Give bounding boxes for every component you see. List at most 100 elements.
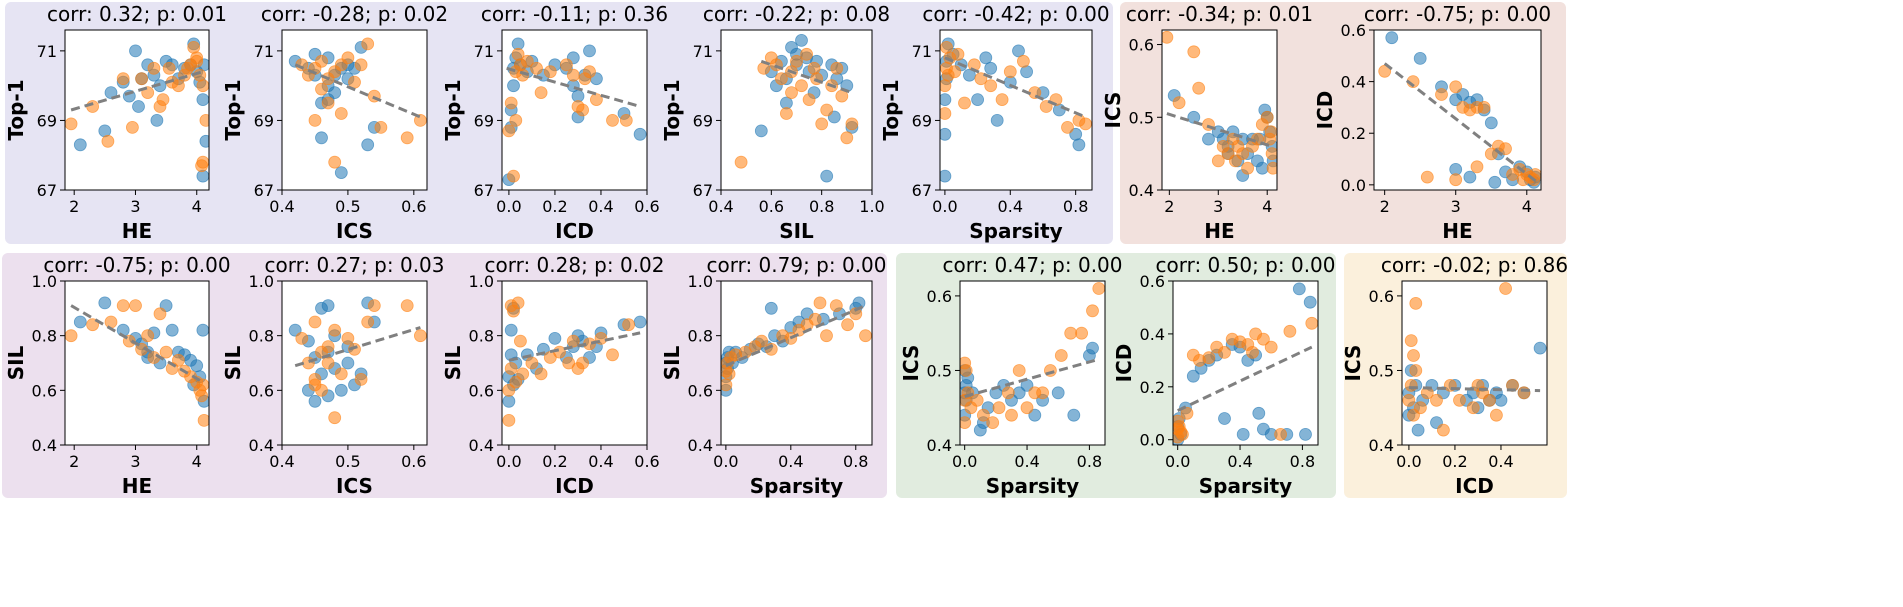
point-orange	[507, 169, 520, 183]
point-blue	[98, 296, 112, 310]
chart-title: corr: 0.50; p: 0.00	[1155, 253, 1335, 277]
y-tick-label: 0.4	[469, 436, 494, 455]
point-orange	[566, 334, 580, 348]
point-orange	[755, 334, 768, 348]
point-orange	[1404, 378, 1418, 392]
x-tick-label: 0.6	[401, 452, 426, 471]
point-orange	[514, 334, 527, 348]
data-points	[1378, 31, 1541, 189]
data-points	[960, 282, 1105, 437]
point-blue	[1413, 52, 1427, 65]
point-orange	[156, 93, 170, 106]
point-blue	[1494, 393, 1508, 407]
point-orange	[722, 367, 736, 381]
y-tick-label: 0.6	[927, 287, 952, 306]
plot-area	[1402, 281, 1547, 445]
point-orange	[354, 372, 368, 386]
point-orange	[1092, 282, 1105, 295]
y-tick-label: 67	[912, 181, 932, 200]
chart-title: corr: 0.32; p: 0.01	[47, 2, 227, 26]
point-orange	[1229, 154, 1242, 168]
point-orange	[190, 54, 204, 68]
y-tick-label: 0.6	[1129, 36, 1154, 55]
point-orange	[504, 362, 518, 375]
point-orange	[65, 117, 78, 131]
point-orange	[734, 155, 748, 169]
y-tick-label: 0.8	[32, 327, 57, 346]
plot-area	[721, 281, 872, 445]
point-orange	[86, 318, 99, 332]
y-tick-label: 1.0	[688, 272, 713, 291]
point-orange	[374, 121, 388, 134]
data-points	[1162, 30, 1277, 182]
chart-3: 0.0 0.2 0.4 0.6 67 69 71 corr: -0.11; p: 0.36 IC…	[441, 2, 668, 243]
data-points	[288, 37, 427, 180]
point-blue	[196, 323, 209, 337]
point-orange	[125, 121, 139, 134]
x-tick-label: 0.4	[588, 197, 613, 216]
point-orange	[413, 114, 427, 127]
point-orange	[1435, 88, 1448, 101]
trend-line	[1177, 345, 1313, 412]
y-axis-label: ICD	[1313, 91, 1337, 130]
point-orange	[795, 79, 808, 93]
axes-frame	[501, 29, 648, 191]
point-orange	[516, 367, 530, 381]
point-orange	[1005, 408, 1018, 422]
point-orange	[859, 329, 872, 343]
y-tick-label: 0.5	[1369, 361, 1394, 380]
point-blue	[820, 169, 834, 183]
data-points	[734, 34, 859, 183]
point-blue	[199, 134, 209, 148]
point-orange	[622, 318, 635, 332]
point-orange	[328, 323, 342, 337]
point-orange	[1036, 386, 1049, 400]
chart-title: corr: -0.34; p: 0.01	[1126, 2, 1313, 26]
point-orange	[951, 47, 965, 61]
y-tick-label: 0.4	[249, 436, 274, 455]
trend-line	[294, 326, 421, 368]
y-axis-label: Top-1	[660, 79, 684, 140]
x-tick-label: 2	[1380, 197, 1390, 216]
point-orange	[1449, 173, 1463, 187]
y-tick-label: 0.8	[249, 327, 274, 346]
y-tick-label: 67	[693, 181, 713, 200]
chart-6: 2 3 4 0.4 0.5 0.6 corr: -0.34; p: 0.01 HE ICS	[1101, 2, 1313, 243]
point-orange	[1079, 117, 1092, 131]
point-orange	[321, 356, 335, 370]
point-blue	[984, 61, 998, 75]
point-orange	[562, 356, 576, 370]
point-orange	[940, 107, 952, 120]
point-orange	[1407, 349, 1420, 362]
chart-title: corr: 0.47; p: 0.00	[942, 253, 1122, 277]
y-tick-label: 1.0	[32, 272, 57, 291]
point-orange	[153, 307, 167, 321]
point-blue	[583, 44, 596, 58]
y-tick-label: 0.6	[1140, 272, 1165, 291]
y-tick-label: 0.5	[927, 361, 952, 380]
y-tick-label: 71	[693, 42, 713, 61]
point-orange	[960, 364, 973, 377]
point-orange	[1202, 351, 1216, 365]
y-tick-label: 0.4	[688, 436, 713, 455]
point-orange	[775, 72, 788, 86]
x-tick-label: 0.4	[778, 452, 803, 471]
point-orange	[361, 37, 375, 51]
point-blue	[548, 331, 562, 345]
y-tick-label: 67	[474, 181, 494, 200]
point-orange	[334, 107, 348, 120]
data-points	[721, 296, 872, 397]
point-orange	[820, 329, 833, 343]
x-tick-label: 0.8	[843, 452, 868, 471]
chart-14: 0.0 0.2 0.4 0.4 0.5 0.6 corr: -0.02; p: 0.86 IC…	[1341, 253, 1568, 498]
x-tick-label: 0.0	[496, 452, 521, 471]
point-blue	[315, 131, 328, 145]
data-points	[502, 37, 647, 187]
y-tick-label: 69	[693, 111, 713, 130]
y-axis-label: SIL	[441, 345, 465, 380]
y-tick-label: 67	[37, 181, 57, 200]
point-orange	[590, 93, 603, 106]
